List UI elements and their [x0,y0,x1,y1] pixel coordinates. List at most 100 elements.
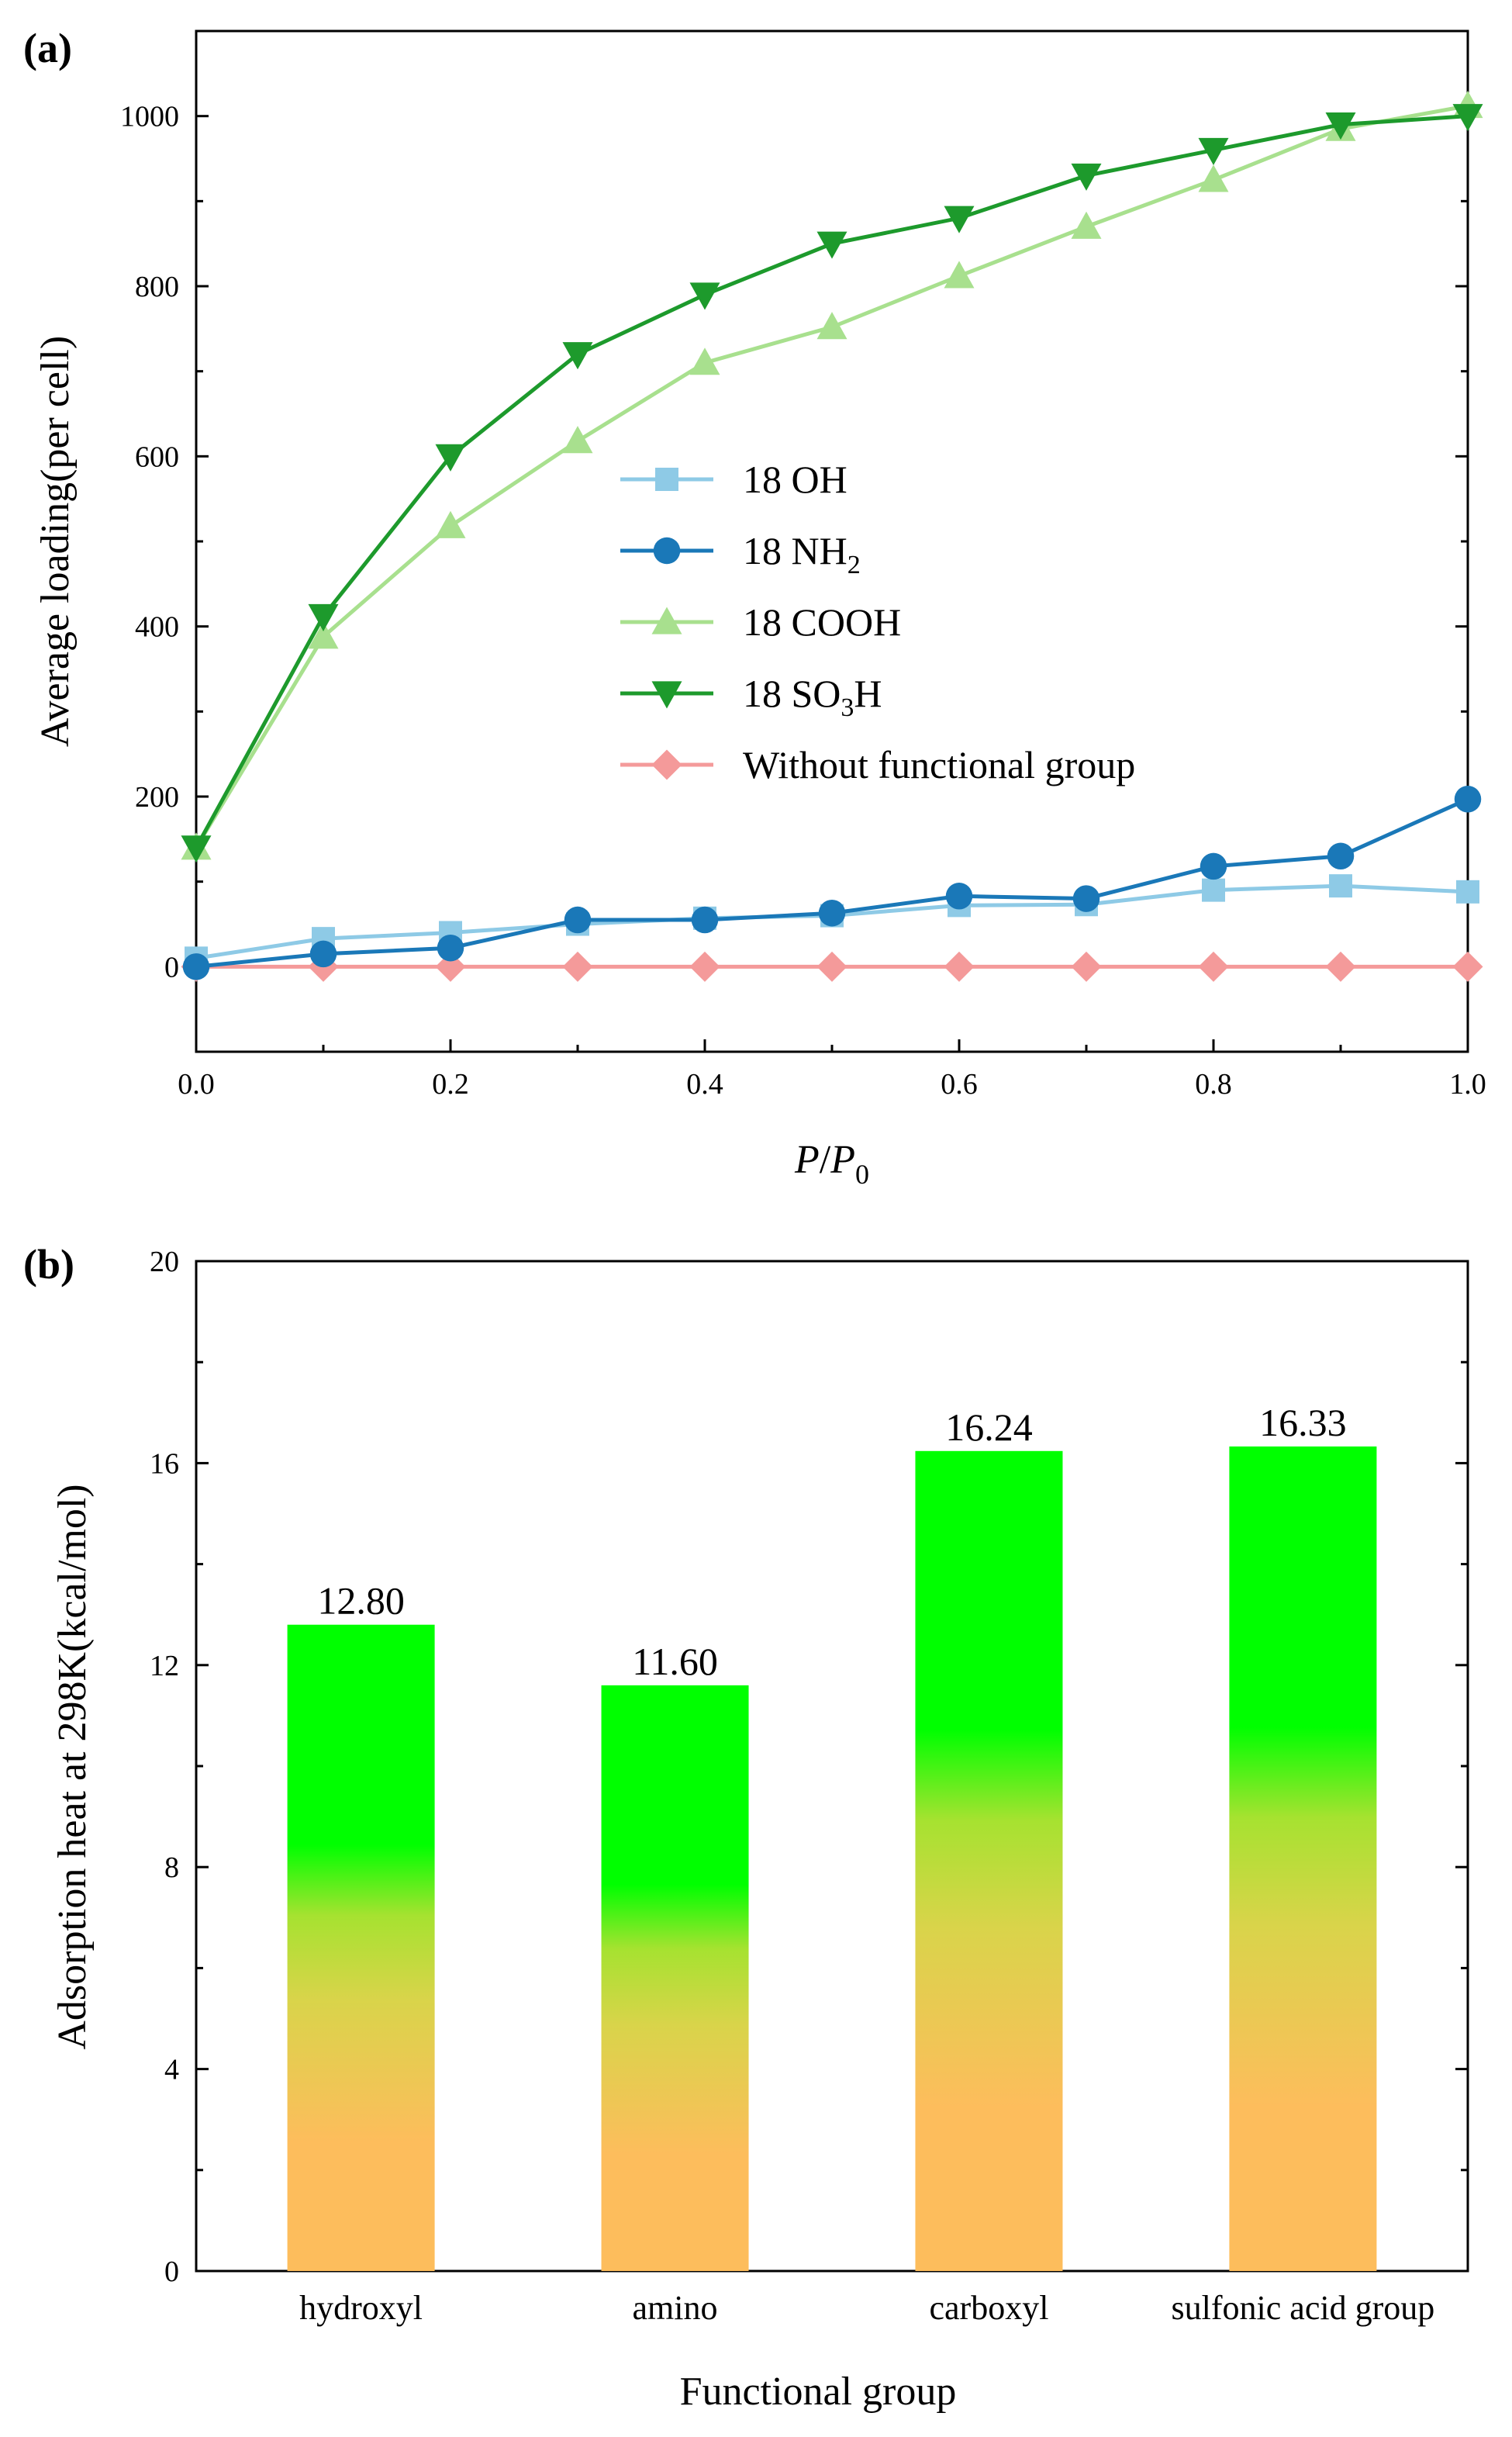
data-point [437,934,464,962]
panel-a-label: (a) [23,25,72,71]
y-tick-label: 1000 [120,101,179,133]
data-point [562,342,593,370]
category-label: hydroxyl [299,2289,423,2327]
bar-amino [601,1685,749,2271]
legend-marker [651,749,682,780]
legend-entry: 18 NH2 [620,529,861,579]
y-tick-label: 0 [164,2256,179,2288]
data-point [1452,104,1483,132]
y-tick-label: 400 [135,611,179,644]
bar-sulfonic-acid-group [1229,1446,1377,2271]
legend-label: Without functional group [743,743,1135,786]
bar-value-label: 16.24 [945,1405,1033,1449]
data-point [689,347,720,375]
category-label: carboxyl [930,2289,1049,2327]
y-tick-label: 16 [150,1447,179,1480]
data-point [1327,842,1355,870]
bar-value-label: 11.60 [632,1640,718,1683]
legend-label: 18 COOH [743,600,901,644]
x-tick-label: 0.2 [432,1068,469,1101]
y-tick-label: 0 [164,951,179,983]
panel-a-legend: 18 OH 18 NH2 18 COOH 18 SO3H Without functio… [620,458,1135,786]
legend-label: 18 NH2 [743,529,861,579]
data-point [1329,874,1352,898]
legend-marker [655,468,678,491]
data-point [435,444,466,472]
data-point [818,899,846,927]
data-point [308,621,339,649]
y-tick-label: 4 [164,2054,179,2086]
category-label: sulfonic acid group [1172,2289,1435,2327]
x-tick-label: 0.6 [941,1068,978,1101]
data-point [1071,951,1102,982]
data-point [562,426,593,454]
panel-b-labels: 12.80 hydroxyl 11.60 amino 16.24 carboxyl 16.3… [299,1401,1434,2327]
data-point [691,906,719,934]
category-label: amino [633,2289,718,2327]
bar-carboxyl [915,1450,1063,2271]
data-point [689,951,720,982]
y-tick-label: 600 [135,441,179,473]
legend-marker [653,537,681,565]
bar-hydroxyl [287,1624,435,2271]
y-tick-label: 800 [135,271,179,303]
y-tick-label: 200 [135,781,179,814]
legend-marker [651,607,682,634]
data-point [944,261,975,289]
series-18-cooh [181,91,1483,860]
data-point [435,510,466,538]
panel-a-y-axis-title: Average loading(per cell) [33,336,78,747]
bar-value-label: 16.33 [1259,1401,1347,1444]
series-line [195,797,1469,969]
panel-b-ticks: 0 4 8 12 16 20 [150,1246,1468,2288]
data-point [181,835,212,863]
data-point [182,953,210,980]
data-point [1071,211,1102,239]
legend-label: 18 SO3H [743,672,882,722]
data-point [1071,163,1102,191]
y-tick-label: 8 [164,1851,179,1884]
x-tick-label: 0.0 [178,1068,215,1101]
panel-b-y-axis-title: Adsorption heat at 298K(kcal/mol) [50,1484,95,2049]
data-point [1198,137,1229,166]
data-point [562,951,593,982]
data-point [816,231,847,259]
legend-label: 18 OH [743,458,847,501]
panel-b-label: (b) [23,1241,74,1288]
data-point [435,951,466,982]
data-point [1452,951,1483,982]
data-point [816,951,847,982]
series-18-nh2 [182,786,1482,980]
data-point [1325,112,1356,140]
y-tick-label: 20 [150,1246,179,1278]
legend-entry: 18 SO3H [620,672,882,722]
panel-a-tick-labels: 0.0 0.2 0.4 0.6 0.8 1.0 0 200 400 600 800 1000 [120,101,1486,1101]
data-point [816,312,847,340]
data-point [689,282,720,310]
data-point [1325,951,1356,982]
x-tick-label: 0.4 [686,1068,723,1101]
panel-b-bars [287,1446,1377,2271]
panel-a-line-chart: (a) 0.0 0.2 0.4 0.6 0.8 1.002004006008001000 … [23,25,1486,1190]
panel-a-series [181,91,1483,982]
panel-a-x-axis-title: P/P0 [794,1138,869,1190]
legend-entry: 18 COOH [620,600,901,644]
data-point [564,906,592,934]
panel-b-bar-chart: (b) 0 4 8 12 16 20 12.80 hydroxyl 11.60 amino 16.… [23,1241,1469,2414]
data-point [1456,880,1479,904]
data-point [945,883,973,910]
legend-marker [651,681,682,709]
data-point [1454,786,1482,813]
data-point [1198,164,1229,192]
x-tick-label: 0.8 [1195,1068,1232,1101]
data-point [1200,852,1227,880]
panel-b-x-axis-title: Functional group [680,2370,957,2414]
data-point [1198,951,1229,982]
legend-entry: Without functional group [620,743,1135,786]
data-point [308,603,339,632]
series-18-so3h [181,104,1483,863]
data-point [944,951,975,982]
x-tick-label: 1.0 [1449,1068,1486,1101]
legend-entry: 18 OH [620,458,847,501]
